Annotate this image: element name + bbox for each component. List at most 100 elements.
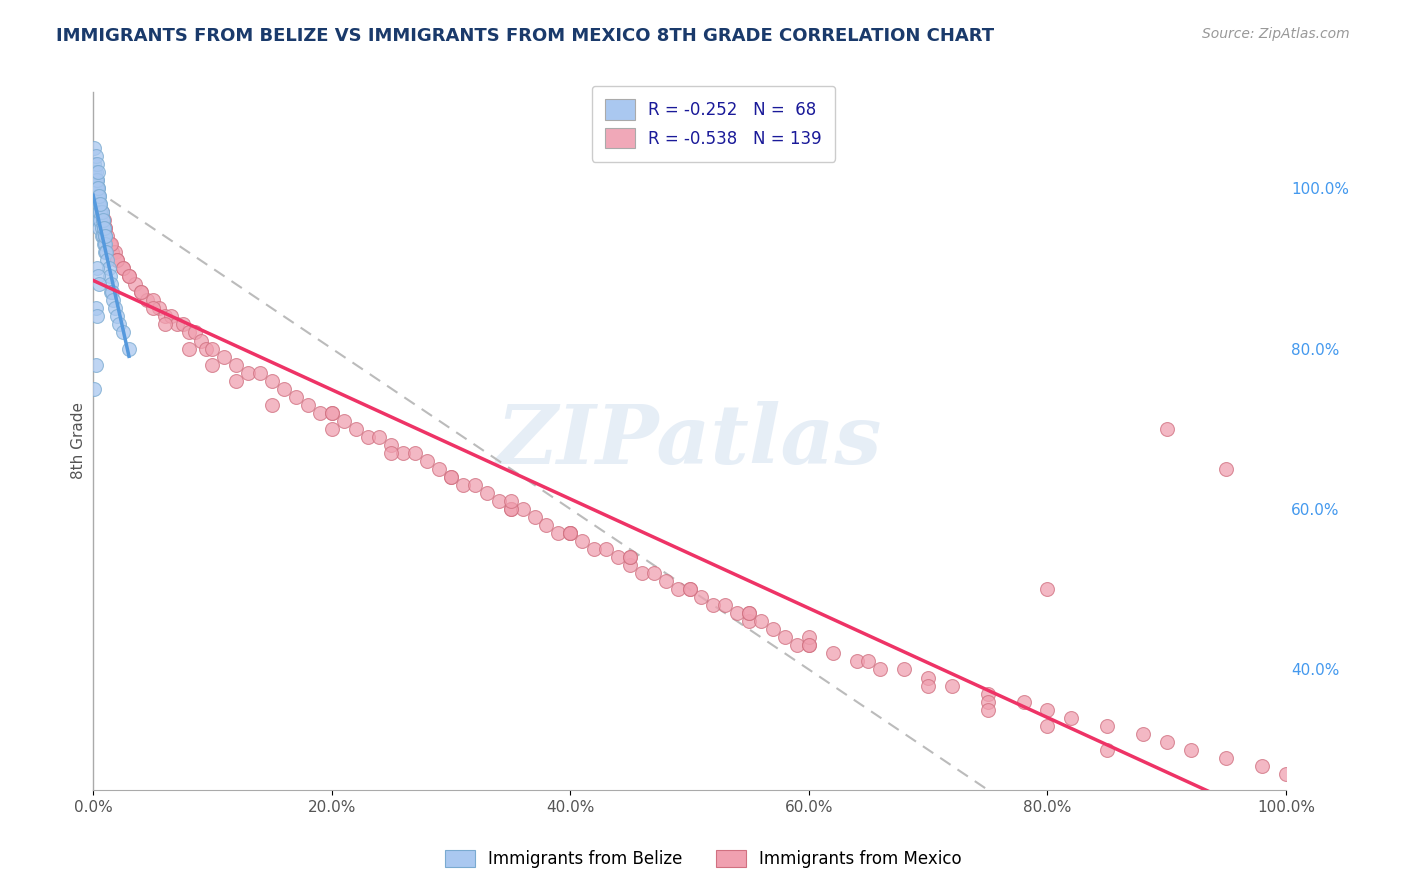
- Point: [714, 599, 737, 613]
- Point: [499, 502, 522, 516]
- Point: [89, 197, 111, 211]
- Point: [129, 285, 152, 300]
- Point: [166, 318, 188, 332]
- Point: [89, 205, 111, 219]
- Point: [249, 366, 271, 380]
- Point: [308, 406, 330, 420]
- Point: [91, 213, 114, 227]
- Point: [201, 342, 224, 356]
- Point: [89, 277, 111, 292]
- Point: [94, 229, 117, 244]
- Point: [321, 406, 343, 420]
- Point: [1215, 750, 1237, 764]
- Point: [91, 229, 114, 244]
- Point: [977, 687, 1000, 701]
- Point: [84, 181, 107, 195]
- Point: [738, 607, 761, 621]
- Point: [111, 261, 134, 276]
- Point: [103, 293, 125, 308]
- Point: [87, 181, 110, 195]
- Point: [977, 695, 1000, 709]
- Point: [142, 301, 165, 316]
- Point: [560, 526, 582, 541]
- Point: [86, 157, 108, 171]
- Point: [84, 173, 107, 187]
- Legend: R = -0.252   N =  68, R = -0.538   N = 139: R = -0.252 N = 68, R = -0.538 N = 139: [592, 87, 835, 161]
- Point: [86, 173, 108, 187]
- Point: [172, 318, 194, 332]
- Point: [977, 703, 1000, 717]
- Point: [91, 213, 114, 227]
- Point: [560, 526, 582, 541]
- Point: [869, 663, 891, 677]
- Legend: Immigrants from Belize, Immigrants from Mexico: Immigrants from Belize, Immigrants from …: [437, 843, 969, 875]
- Point: [83, 189, 105, 203]
- Point: [96, 253, 118, 268]
- Point: [89, 189, 111, 203]
- Point: [83, 173, 105, 187]
- Point: [440, 470, 463, 484]
- Point: [84, 301, 107, 316]
- Point: [90, 205, 112, 219]
- Point: [1060, 711, 1083, 725]
- Point: [284, 390, 307, 404]
- Point: [89, 213, 111, 227]
- Y-axis label: 8th Grade: 8th Grade: [72, 402, 86, 479]
- Point: [595, 542, 617, 557]
- Point: [101, 285, 124, 300]
- Point: [631, 566, 654, 581]
- Point: [93, 213, 115, 227]
- Point: [87, 189, 110, 203]
- Point: [153, 318, 176, 332]
- Point: [1012, 695, 1035, 709]
- Point: [94, 245, 117, 260]
- Point: [262, 398, 284, 412]
- Point: [738, 607, 761, 621]
- Point: [797, 639, 820, 653]
- Point: [177, 326, 200, 340]
- Point: [678, 582, 700, 597]
- Point: [619, 550, 641, 565]
- Point: [86, 261, 108, 276]
- Point: [1036, 582, 1059, 597]
- Point: [84, 149, 107, 163]
- Point: [190, 334, 212, 348]
- Point: [94, 221, 117, 235]
- Point: [1156, 422, 1178, 436]
- Point: [83, 382, 105, 396]
- Point: [98, 237, 121, 252]
- Point: [83, 165, 105, 179]
- Point: [583, 542, 606, 557]
- Point: [427, 462, 450, 476]
- Point: [440, 470, 463, 484]
- Point: [87, 197, 110, 211]
- Point: [499, 502, 522, 516]
- Point: [368, 430, 391, 444]
- Point: [297, 398, 319, 412]
- Point: [797, 631, 820, 645]
- Point: [118, 269, 141, 284]
- Point: [1156, 734, 1178, 748]
- Point: [523, 510, 546, 524]
- Point: [93, 237, 115, 252]
- Point: [101, 245, 124, 260]
- Point: [89, 197, 111, 211]
- Text: IMMIGRANTS FROM BELIZE VS IMMIGRANTS FROM MEXICO 8TH GRADE CORRELATION CHART: IMMIGRANTS FROM BELIZE VS IMMIGRANTS FRO…: [56, 27, 994, 45]
- Point: [86, 310, 108, 324]
- Point: [273, 382, 295, 396]
- Point: [195, 342, 218, 356]
- Point: [941, 679, 963, 693]
- Point: [619, 558, 641, 573]
- Point: [97, 261, 120, 276]
- Point: [84, 165, 107, 179]
- Point: [111, 326, 134, 340]
- Point: [90, 221, 112, 235]
- Point: [100, 237, 122, 252]
- Point: [87, 213, 110, 227]
- Point: [153, 310, 176, 324]
- Point: [142, 293, 165, 308]
- Point: [643, 566, 665, 581]
- Point: [87, 165, 110, 179]
- Point: [83, 181, 105, 195]
- Point: [105, 310, 128, 324]
